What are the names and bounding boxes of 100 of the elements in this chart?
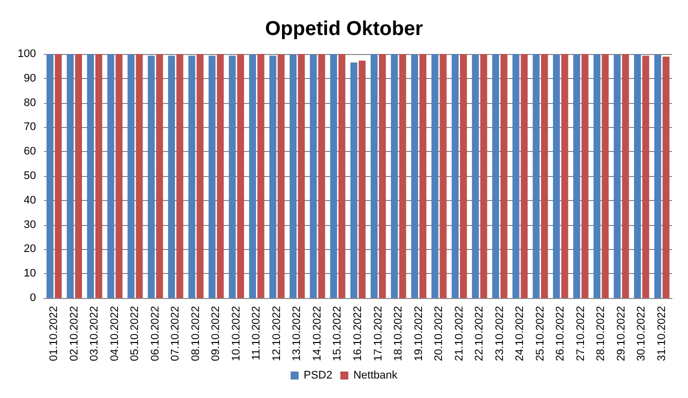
x-tick-label: 30.10.2022 <box>636 306 648 362</box>
y-tick-label: 0 <box>30 292 36 304</box>
bar <box>148 56 155 298</box>
x-tick-label: 23.10.2022 <box>494 306 506 362</box>
y-tick-label: 50 <box>24 170 36 182</box>
y-tick-label: 70 <box>24 121 36 134</box>
x-tick-label: 29.10.2022 <box>615 306 628 362</box>
bar <box>460 54 467 298</box>
x-tick-label: 04.10.2022 <box>108 306 121 362</box>
x-tick-label: 11.10.2022 <box>250 306 263 360</box>
bar <box>87 54 94 298</box>
bar <box>561 54 568 298</box>
bar <box>552 54 560 298</box>
x-tick-label: 12.10.2022 <box>270 306 283 362</box>
bar <box>216 54 224 298</box>
x-tick-label: 14.10.2022 <box>311 306 324 362</box>
bar <box>168 56 175 298</box>
bar <box>480 54 488 298</box>
bar <box>196 54 204 298</box>
bar <box>318 54 326 298</box>
y-tick-label: 100 <box>18 48 36 60</box>
x-tick-label: 22.10.2022 <box>474 306 486 362</box>
bar <box>452 54 459 298</box>
bar <box>66 54 74 298</box>
bar <box>634 54 641 298</box>
bar <box>176 54 184 298</box>
bar <box>419 54 426 298</box>
bar <box>582 54 588 298</box>
x-tick-label: 16.10.2022 <box>352 306 364 362</box>
bar <box>492 54 500 298</box>
bar <box>602 54 609 298</box>
bar <box>370 54 378 298</box>
bar <box>136 54 143 298</box>
bar <box>338 54 346 298</box>
x-tick-label: 07.10.2022 <box>170 306 182 362</box>
bar <box>411 54 418 298</box>
x-tick-label: 20.10.2022 <box>433 306 446 362</box>
bar <box>298 54 305 298</box>
bar <box>642 56 650 298</box>
bar <box>390 54 398 298</box>
x-tick-label: 02.10.2022 <box>68 306 80 362</box>
bar <box>654 54 662 298</box>
x-tick-label: 21.10.2022 <box>453 306 466 362</box>
bar <box>358 60 366 298</box>
chart-title: Oppetid Oktober <box>265 18 424 40</box>
x-tick-label: 24.10.2022 <box>514 306 526 362</box>
bar <box>269 56 276 298</box>
bar <box>622 54 629 298</box>
x-tick-label: 05.10.2022 <box>129 306 142 362</box>
bar <box>541 54 548 298</box>
bar <box>249 54 256 298</box>
x-tick-label: 15.10.2022 <box>332 306 344 362</box>
bar <box>116 54 122 298</box>
x-tick-label: 25.10.2022 <box>534 306 546 362</box>
bar <box>156 54 164 298</box>
bar <box>257 54 264 298</box>
x-tick-label: 09.10.2022 <box>210 306 222 362</box>
x-tick-label: 10.10.2022 <box>230 306 242 362</box>
y-tick-label: 20 <box>24 243 36 256</box>
bar <box>46 54 54 298</box>
y-tick-label: 60 <box>24 146 36 158</box>
bar <box>520 54 528 298</box>
bar <box>594 54 600 298</box>
x-tick-label: 31.10.2022 <box>656 306 668 362</box>
x-tick-label: 03.10.2022 <box>88 306 101 362</box>
x-tick-label: 01.10.2022 <box>48 306 60 362</box>
y-tick-label: 90 <box>24 72 36 84</box>
y-tick-label: 80 <box>24 96 36 109</box>
bar <box>399 54 406 298</box>
x-tick-label: 27.10.2022 <box>574 306 587 362</box>
bar <box>278 54 285 298</box>
bar <box>512 54 520 298</box>
bar <box>440 54 447 298</box>
y-tick-label: 10 <box>24 268 36 280</box>
x-tick-label: 13.10.2022 <box>291 306 304 362</box>
x-tick-label: 26.10.2022 <box>554 306 567 362</box>
bar <box>95 54 102 298</box>
x-tick-label: 28.10.2022 <box>595 306 608 362</box>
bar <box>614 54 621 298</box>
x-tick-label: 17.10.2022 <box>372 306 384 362</box>
bar <box>75 54 82 298</box>
bar <box>128 54 134 298</box>
bar <box>662 56 670 298</box>
bar <box>208 56 216 298</box>
bar <box>378 54 386 298</box>
legend-label: PSD2 <box>304 370 332 382</box>
bar <box>472 54 479 298</box>
x-tick-label: 18.10.2022 <box>392 306 405 362</box>
y-tick-label: 30 <box>24 218 36 231</box>
bar <box>573 54 580 298</box>
x-tick-label: 06.10.2022 <box>149 306 162 362</box>
bar <box>107 54 114 298</box>
bar <box>350 62 358 298</box>
x-tick-label: 19.10.2022 <box>412 306 425 362</box>
x-tick-label: 08.10.2022 <box>190 306 202 362</box>
y-tick-label: 40 <box>24 194 36 206</box>
bar <box>188 56 196 298</box>
bar <box>54 54 62 298</box>
bar <box>532 54 540 298</box>
bar <box>330 54 338 298</box>
